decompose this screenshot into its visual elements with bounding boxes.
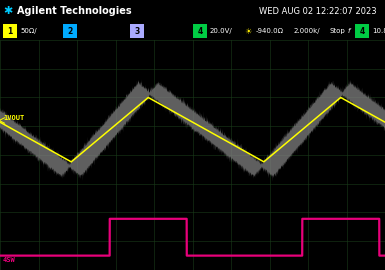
Bar [355, 24, 369, 38]
Text: Agilent Technologies: Agilent Technologies [17, 6, 132, 16]
Text: 3: 3 [134, 27, 140, 36]
Text: 4: 4 [198, 27, 203, 36]
Bar [63, 24, 77, 38]
Text: 4SW: 4SW [3, 257, 16, 263]
Text: Stop: Stop [330, 28, 346, 34]
Text: -940.0Ω: -940.0Ω [256, 28, 284, 34]
Text: 4: 4 [359, 27, 365, 36]
Bar [3, 24, 17, 38]
Text: 20.0V/: 20.0V/ [210, 28, 233, 34]
Text: WED AUG 02 12:22:07 2023: WED AUG 02 12:22:07 2023 [259, 7, 377, 16]
Bar [130, 24, 144, 38]
Text: f: f [348, 28, 350, 34]
Text: 1: 1 [7, 27, 13, 36]
Bar [193, 24, 207, 38]
Text: 10.8V: 10.8V [372, 28, 385, 34]
Text: ✱: ✱ [3, 6, 13, 16]
Text: 2.000k/: 2.000k/ [294, 28, 321, 34]
Text: 2: 2 [67, 27, 73, 36]
Text: ☀: ☀ [244, 27, 252, 36]
Text: 1VOUT: 1VOUT [3, 116, 24, 122]
Text: 50Ω/: 50Ω/ [20, 28, 37, 34]
